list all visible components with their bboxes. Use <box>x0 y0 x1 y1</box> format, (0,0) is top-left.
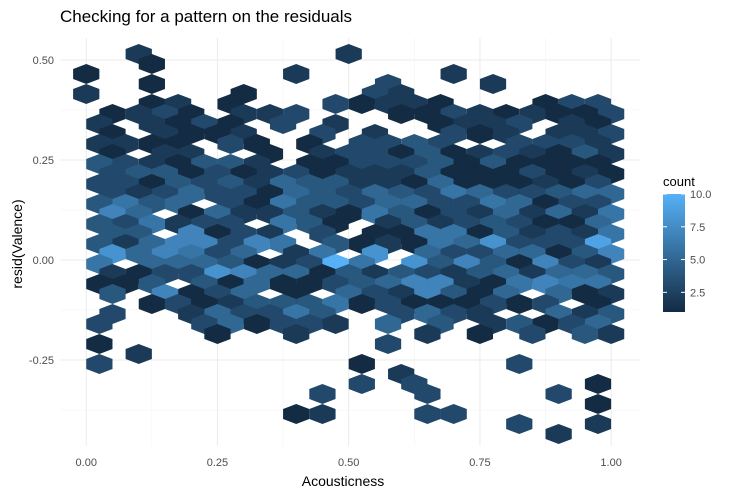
hex-bin <box>243 314 270 334</box>
hex-bin <box>506 414 533 434</box>
y-tick-label: -0.25 <box>29 355 54 367</box>
hex-bin <box>545 424 572 444</box>
hex-bin <box>283 64 310 84</box>
y-tick-label: 0.50 <box>33 55 54 67</box>
hex-bin <box>479 74 507 94</box>
x-tick-label: 0.75 <box>469 457 490 469</box>
legend-label: 10.0 <box>690 189 711 201</box>
hex-bin <box>86 314 113 334</box>
hex-bin <box>519 324 546 344</box>
hex-bin <box>414 324 441 344</box>
x-axis-ticks: 0.00 0.25 0.50 0.75 1.00 <box>76 457 622 469</box>
hex-bin <box>348 354 375 374</box>
hex-bin <box>125 344 152 364</box>
legend-label: 5.0 <box>690 255 705 267</box>
hex-bin <box>571 324 599 344</box>
y-axis-ticks: -0.25 0.00 0.25 0.50 <box>29 55 54 367</box>
hex-bin <box>99 284 126 304</box>
x-tick-label: 0.00 <box>76 457 97 469</box>
x-tick-label: 0.25 <box>207 457 228 469</box>
hex-bin <box>335 44 362 64</box>
legend-label: 7.5 <box>690 222 705 234</box>
hex-bin <box>86 354 113 374</box>
hex-bin <box>348 374 375 394</box>
x-axis-title: Acousticness <box>302 473 384 489</box>
hex-bin <box>506 354 533 374</box>
legend-label: 2.5 <box>690 287 705 299</box>
x-tick-label: 1.00 <box>600 457 621 469</box>
hex-bin <box>217 134 244 154</box>
hex-bin <box>414 384 441 404</box>
hex-bin <box>86 334 113 354</box>
hex-bin <box>584 414 612 434</box>
legend-ticks: 2.5 5.0 7.5 10.0 <box>663 189 711 299</box>
hex-bin <box>388 104 415 124</box>
y-tick-label: 0.25 <box>33 155 54 167</box>
hex-bin <box>506 294 533 314</box>
hex-bin <box>545 384 572 404</box>
hex-bin <box>374 314 402 334</box>
hex-bin <box>204 324 231 344</box>
hex-bin <box>138 294 165 314</box>
hex-bin <box>348 94 375 114</box>
y-axis-title: resid(Valence) <box>9 199 25 288</box>
hex-bin <box>584 374 612 394</box>
chart-title: Checking for a pattern on the residuals <box>60 7 352 26</box>
y-tick-label: 0.00 <box>33 255 54 267</box>
hex-bin <box>283 324 310 344</box>
legend-colorbar <box>663 194 685 312</box>
hex-bin <box>138 74 165 94</box>
hex-bin <box>269 114 297 134</box>
hex-bin <box>138 54 165 74</box>
hex-bin <box>374 334 402 354</box>
hex-bin <box>466 324 494 344</box>
hex-bin <box>73 84 100 104</box>
hex-bin <box>440 64 467 84</box>
hex-bin <box>598 324 625 344</box>
hex-bin <box>348 294 375 314</box>
hex-bin <box>466 124 494 144</box>
x-tick-label: 0.50 <box>338 457 359 469</box>
hex-bin <box>73 64 100 84</box>
hex-bin <box>440 404 467 424</box>
hexbin-layer <box>73 44 625 444</box>
legend: count 2.5 5.0 7.5 10.0 <box>663 174 711 312</box>
hex-bin <box>584 394 612 414</box>
hex-bin <box>322 314 349 334</box>
hex-bin <box>322 94 349 114</box>
hex-bin <box>309 404 336 424</box>
hex-bin <box>309 384 336 404</box>
hex-bin <box>283 404 310 424</box>
legend-title: count <box>663 174 695 189</box>
hex-bin <box>414 404 441 424</box>
